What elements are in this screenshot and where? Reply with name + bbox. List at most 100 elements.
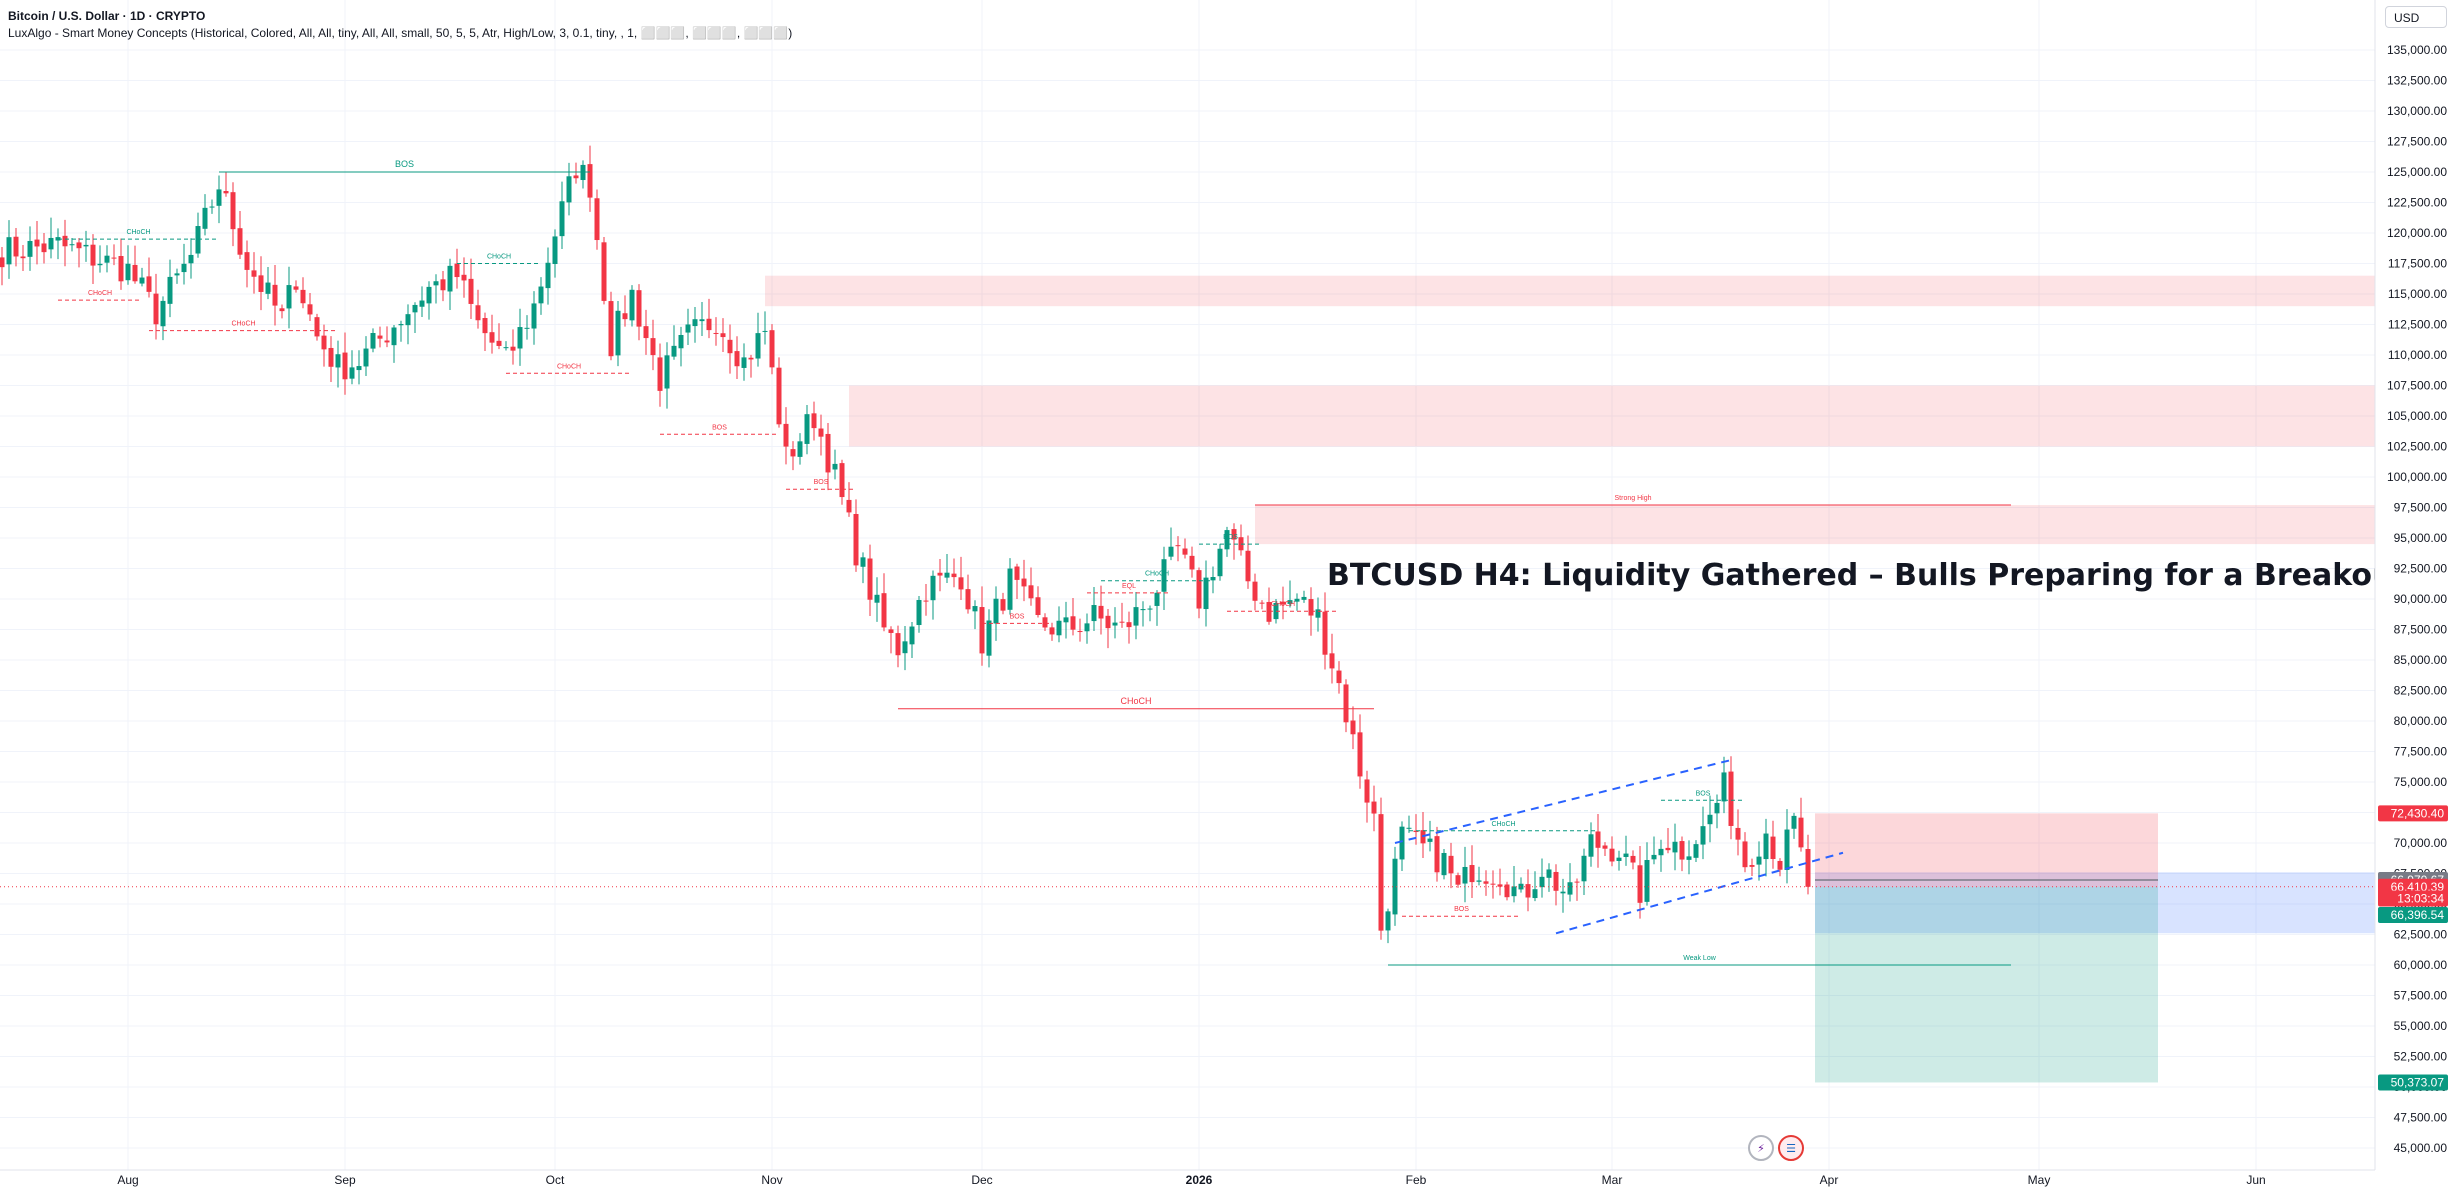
candle-body <box>1462 866 1468 884</box>
price-tick-label: 122,500.00 <box>2387 196 2447 210</box>
price-tick-label: 45,000.00 <box>2394 1141 2448 1155</box>
candle-body <box>335 354 341 368</box>
candle-body <box>97 263 103 266</box>
structure-label: BOS <box>814 479 829 486</box>
candle-body <box>1105 615 1111 629</box>
time-tick-label: Aug <box>117 1173 138 1187</box>
candle-body <box>832 463 838 470</box>
candle-body <box>1371 801 1377 814</box>
candle-body <box>1091 605 1097 622</box>
candle-body <box>1560 891 1566 894</box>
price-tick-label: 80,000.00 <box>2394 714 2448 728</box>
candle-body <box>440 279 446 291</box>
structure-label: CHoCH <box>1491 821 1515 828</box>
candle-body <box>1266 601 1272 622</box>
structure-label: CHoCH <box>88 290 112 297</box>
candle-body <box>1553 871 1559 891</box>
candle-body <box>384 340 390 343</box>
candle-body <box>1343 684 1349 723</box>
price-tick-label: 130,000.00 <box>2387 104 2447 118</box>
us-flag-icon[interactable]: ☰ <box>1778 1135 1804 1161</box>
candle-body <box>622 313 628 320</box>
candle-body <box>755 333 761 359</box>
candle-body <box>1392 858 1398 915</box>
candle-body <box>1322 611 1328 655</box>
candle-body <box>1245 550 1251 582</box>
candle-body <box>811 413 817 429</box>
structure-label: CHoCH <box>1271 601 1295 608</box>
structure-label: BOS <box>1454 906 1469 913</box>
candle-body <box>251 270 257 277</box>
candle-body <box>1280 601 1286 605</box>
candle-body <box>279 308 285 312</box>
candle-body <box>923 600 929 602</box>
currency-button[interactable]: USD <box>2385 6 2447 28</box>
candle-body <box>1469 865 1475 883</box>
candle-body <box>636 290 642 327</box>
candle-body <box>356 366 362 371</box>
candle-body <box>6 237 12 265</box>
candle-body <box>1532 889 1538 899</box>
candle-body <box>1805 848 1811 887</box>
candle-body <box>370 332 376 349</box>
candle-body <box>398 324 404 326</box>
candle-body <box>979 607 985 654</box>
lightning-icon[interactable]: ⚡ <box>1748 1135 1774 1161</box>
symbol-title[interactable]: Bitcoin / U.S. Dollar · 1D · CRYPTO <box>8 9 206 23</box>
candle-body <box>454 263 460 278</box>
price-tag-label: 13:03:34 <box>2397 892 2444 906</box>
structure-label: CHoCH <box>1145 571 1169 578</box>
candle-body <box>601 242 607 301</box>
candle-body <box>1448 855 1454 874</box>
candle-body <box>1063 617 1069 623</box>
candle-body <box>783 423 789 447</box>
candle-body <box>545 262 551 289</box>
candle-body <box>853 513 859 566</box>
candle-body <box>1777 860 1783 870</box>
supply-zone <box>1255 505 2438 545</box>
candle-body <box>909 626 915 645</box>
candle-body <box>363 348 369 367</box>
candle-body <box>699 319 705 322</box>
candle-body <box>797 441 803 457</box>
candle-body <box>1574 881 1580 883</box>
candle-body <box>1196 570 1202 609</box>
indicator-legend[interactable]: LuxAlgo - Smart Money Concepts (Historic… <box>8 26 793 40</box>
candle-body <box>1644 860 1650 902</box>
candle-body <box>1357 732 1363 777</box>
candle-body <box>1483 881 1489 884</box>
candle-body <box>727 339 733 354</box>
zones <box>765 275 2438 934</box>
candle-body <box>993 598 999 624</box>
candle-body <box>1763 833 1769 860</box>
headline: BTCUSD H4: Liquidity Gathered – Bulls Pr… <box>1327 558 2425 593</box>
candle-body <box>706 318 712 331</box>
candle-body <box>1126 622 1132 628</box>
candle-body <box>76 242 82 249</box>
candle-body <box>1252 581 1258 601</box>
candle-body <box>1189 555 1195 570</box>
candle-body <box>174 273 180 276</box>
candle-body <box>1490 883 1496 885</box>
candle-body <box>1399 826 1405 860</box>
candle-body <box>468 278 474 304</box>
time-tick-label: Apr <box>1820 1173 1839 1187</box>
candle-body <box>1154 592 1160 606</box>
price-tag-label: 50,373.07 <box>2391 1075 2445 1089</box>
supply-zone <box>765 275 2438 307</box>
price-tick-label: 90,000.00 <box>2394 592 2448 606</box>
candle-body <box>1714 802 1720 814</box>
supply-zone <box>849 385 2438 447</box>
candle-body <box>1798 817 1804 848</box>
candle-body <box>825 433 831 473</box>
candle-body <box>489 332 495 343</box>
candle-body <box>1287 600 1293 604</box>
candle-body <box>433 281 439 286</box>
candle-body <box>671 345 677 357</box>
time-tick-label: Feb <box>1406 1173 1427 1187</box>
candle-body <box>1329 653 1335 669</box>
candle-body <box>125 263 131 281</box>
price-tag <box>2378 1074 2448 1091</box>
candle-body <box>1770 836 1776 860</box>
